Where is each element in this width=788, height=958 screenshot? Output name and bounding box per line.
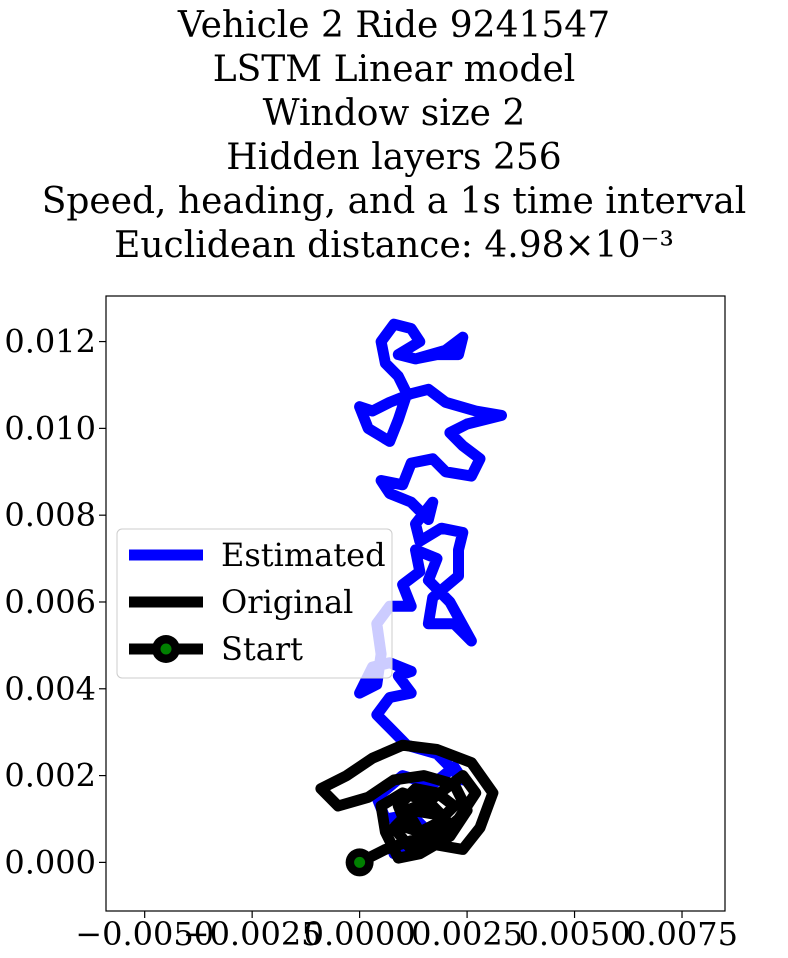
series-line-estimated xyxy=(354,318,507,860)
y-tick-label: 0.008 xyxy=(4,496,96,534)
legend: Estimated Original Start xyxy=(116,528,393,679)
y-tick-label: 0.006 xyxy=(4,583,96,621)
x-tick-label: 0.0050 xyxy=(519,915,631,953)
legend-box xyxy=(116,528,393,679)
y-tick-label: 0.010 xyxy=(4,409,96,447)
y-tick-label: 0.012 xyxy=(4,323,96,361)
y-tick-label: 0.000 xyxy=(4,843,96,881)
title-line-3: Window size 2 xyxy=(262,93,526,134)
x-tick-label: 0.0075 xyxy=(626,915,738,953)
plot-frame xyxy=(105,295,726,912)
legend-start-marker-inner xyxy=(160,643,172,655)
title-line-4: Hidden layers 256 xyxy=(226,137,562,178)
x-tick-label: 0.0025 xyxy=(411,915,523,953)
title-line-6: Euclidean distance: 4.98×10⁻³ xyxy=(114,225,674,266)
start-marker-inner xyxy=(354,856,366,868)
x-tick-label: −0.0050 xyxy=(75,915,214,953)
y-tick-label: 0.002 xyxy=(4,757,96,795)
legend-label: Estimated xyxy=(221,536,386,574)
legend-label: Start xyxy=(221,630,303,668)
chart-title: Vehicle 2 Ride 9241547 LSTM Linear model… xyxy=(0,4,788,268)
title-line-1: Vehicle 2 Ride 9241547 xyxy=(177,5,611,46)
y-tick-label: 0.004 xyxy=(4,670,96,708)
x-tick-label: −0.0025 xyxy=(183,915,322,953)
title-line-5: Speed, heading, and a 1s time interval xyxy=(41,181,747,222)
series-line-original xyxy=(315,739,499,868)
legend-label: Original xyxy=(221,583,353,621)
x-tick-label: 0.0000 xyxy=(304,915,416,953)
series-layer xyxy=(315,318,507,877)
title-line-2: LSTM Linear model xyxy=(212,49,576,90)
y-axis-ticks: 0.000 0.002 0.004 0.006 0.008 0.010 0.012 xyxy=(4,323,106,881)
